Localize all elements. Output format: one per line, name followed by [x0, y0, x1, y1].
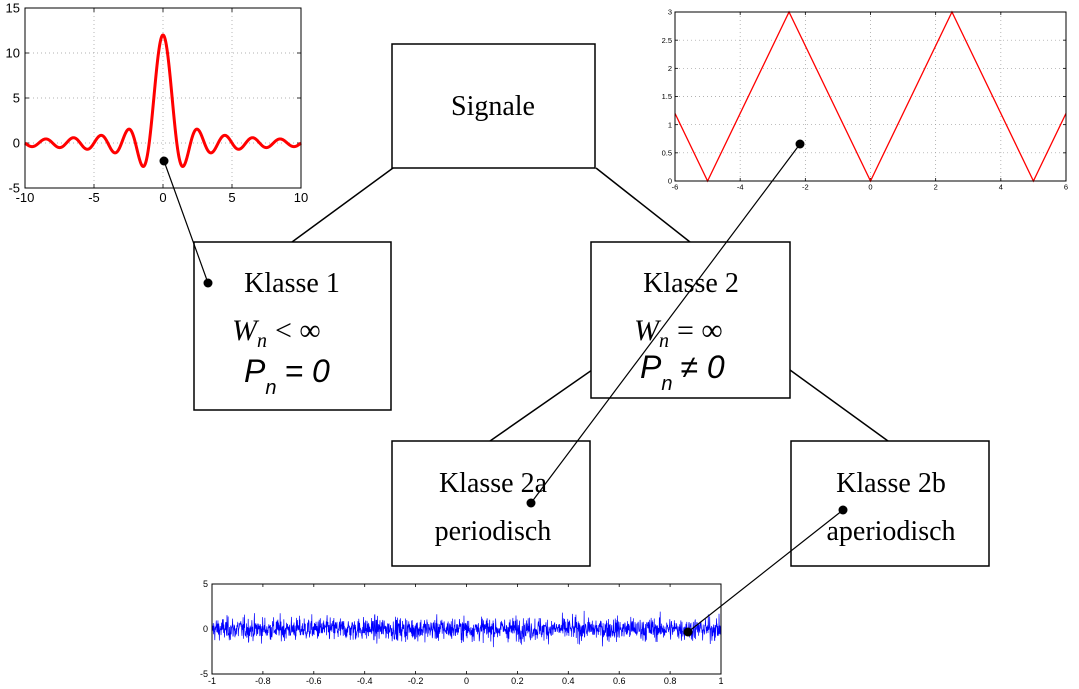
class2b-label: Klasse 2b [836, 468, 946, 499]
pointer-dot-class2b-box [838, 505, 848, 515]
tree-connectors [291, 167, 889, 442]
noise-series-line [211, 610, 722, 648]
class1-energy: Wn < ∞ [232, 314, 321, 352]
x-tick-label: 0 [868, 183, 872, 192]
x-tick-label: -1 [208, 676, 216, 686]
pointer-line-class1 [163, 160, 209, 284]
x-tick-label: -0.6 [306, 676, 322, 686]
x-tick-label: 5 [228, 190, 235, 205]
y-tick-label: 0 [668, 177, 672, 186]
plot-frame [24, 7, 302, 189]
x-tick-label: 6 [1064, 183, 1068, 192]
y-tick-label: 1 [668, 120, 672, 129]
pointer-line-class2a [530, 143, 801, 504]
x-tick-label: 0.4 [562, 676, 575, 686]
y-tick-label: 0 [203, 624, 208, 634]
class2-label: Klasse 2 [643, 268, 739, 299]
x-tick-label: 0.6 [613, 676, 626, 686]
pointer-dots [159, 139, 848, 637]
x-tick-label: 4 [999, 183, 1003, 192]
y-tick-label: -5 [200, 669, 208, 679]
class1-box [193, 241, 392, 411]
noise-chart: -1 -0.8 -0.6 -0.4 -0.2 0 0.2 0.4 0.6 0.8 1 -5 0 5 [200, 579, 724, 686]
y-tick-label: 0 [13, 136, 20, 151]
y-tick-label: 2.5 [662, 36, 672, 45]
y-tick-label: 15 [6, 1, 20, 16]
class2a-label: Klasse 2a [439, 468, 548, 499]
x-tick-label: -6 [672, 183, 679, 192]
triangle-chart: -6 -4 -2 0 2 4 6 0 0.5 1 1.5 2 2.5 3 [662, 8, 1069, 192]
x-tick-label: -0.8 [255, 676, 271, 686]
y-tick-label: 5 [13, 91, 20, 106]
class2-power: Pn ≠ 0 [640, 349, 725, 395]
x-tick-label: 0.2 [511, 676, 524, 686]
root-box [391, 43, 596, 169]
class2-energy: Wn = ∞ [634, 314, 723, 352]
class2-box [590, 241, 791, 399]
y-tick-label: 3 [668, 8, 672, 17]
pointer-line-class2b [687, 509, 844, 633]
y-tick-label: 0.5 [662, 148, 672, 157]
x-tick-label: 0.8 [664, 676, 677, 686]
y-tick-label: 2 [668, 64, 672, 73]
root-label: Signale [451, 91, 535, 122]
x-tick-label: -4 [737, 183, 744, 192]
class2b-box [790, 440, 990, 567]
plot-frame [211, 583, 722, 675]
class1-power: Pn = 0 [244, 353, 330, 399]
pointer-lines [163, 143, 844, 633]
x-tick-label: 1 [718, 676, 723, 686]
x-tick-label: -5 [88, 190, 100, 205]
y-tick-label: -5 [8, 181, 20, 196]
sinc-series-line [23, 33, 303, 168]
y-tick-label: 1.5 [662, 92, 672, 101]
x-tick-label: 2 [934, 183, 938, 192]
class2b-sublabel: aperiodisch [826, 516, 955, 547]
pointer-dot-triangle [795, 139, 805, 149]
plot-frame [674, 11, 1067, 182]
connector-root-class2 [595, 167, 691, 243]
x-tick-label: -0.4 [357, 676, 373, 686]
y-tick-label: 10 [6, 46, 20, 61]
x-tick-label: 0 [464, 676, 469, 686]
class2a-box [391, 440, 591, 567]
pointer-dot-class2a-box [526, 498, 536, 508]
x-tick-label: 10 [294, 190, 308, 205]
connector-class2-class2a [489, 369, 593, 442]
x-tick-label: -0.2 [408, 676, 424, 686]
pointer-dot-sinc [159, 156, 169, 166]
y-tick-label: 5 [203, 579, 208, 589]
class2a-sublabel: periodisch [435, 516, 552, 547]
pointer-dot-class1-box [203, 278, 213, 288]
pointer-dot-noise [683, 627, 693, 637]
x-tick-label: -2 [802, 183, 809, 192]
connector-class2-class2b [789, 369, 889, 442]
x-tick-label: 0 [159, 190, 166, 205]
connector-root-class1 [291, 167, 394, 243]
class1-label: Klasse 1 [244, 268, 340, 299]
x-tick-label: -10 [16, 190, 35, 205]
